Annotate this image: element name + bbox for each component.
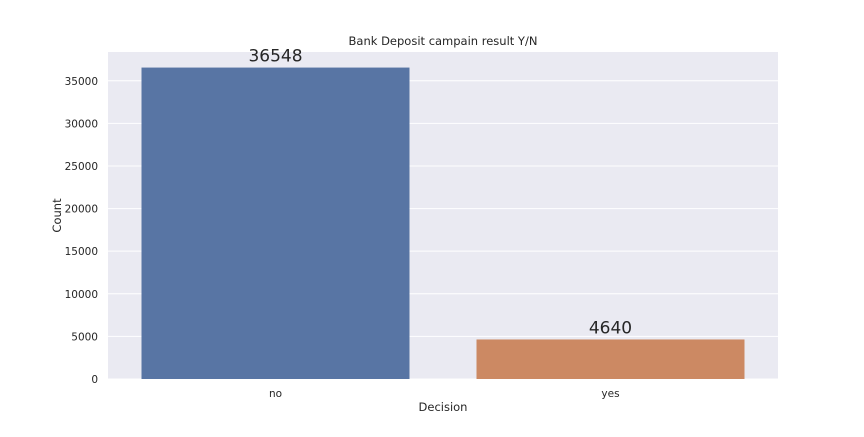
data-label-yes: 4640 bbox=[589, 318, 632, 338]
x-tick-label: yes bbox=[601, 388, 619, 400]
y-tick-label: 5000 bbox=[71, 331, 98, 343]
y-tick-label: 15000 bbox=[65, 246, 98, 258]
y-tick-label: 25000 bbox=[65, 161, 98, 173]
y-tick-label: 30000 bbox=[65, 118, 98, 130]
bars bbox=[141, 67, 745, 380]
y-axis-ticks: 0 5000 10000 15000 20000 25000 30000 35000 bbox=[65, 76, 98, 386]
x-axis-ticks: no yes bbox=[269, 388, 620, 400]
chart-title: Bank Deposit campain result Y/N bbox=[349, 34, 538, 48]
y-axis-label: Count bbox=[50, 198, 64, 233]
data-labels: 36548 4640 bbox=[248, 47, 632, 339]
y-tick-label: 0 bbox=[91, 374, 98, 386]
data-label-no: 36548 bbox=[248, 47, 302, 67]
y-tick-label: 10000 bbox=[65, 289, 98, 301]
x-tick-label: no bbox=[269, 388, 282, 400]
bar-yes bbox=[476, 339, 745, 379]
y-tick-label: 35000 bbox=[65, 76, 98, 88]
bar-no bbox=[141, 67, 410, 380]
x-axis-label: Decision bbox=[419, 400, 468, 414]
y-tick-label: 20000 bbox=[65, 204, 98, 216]
